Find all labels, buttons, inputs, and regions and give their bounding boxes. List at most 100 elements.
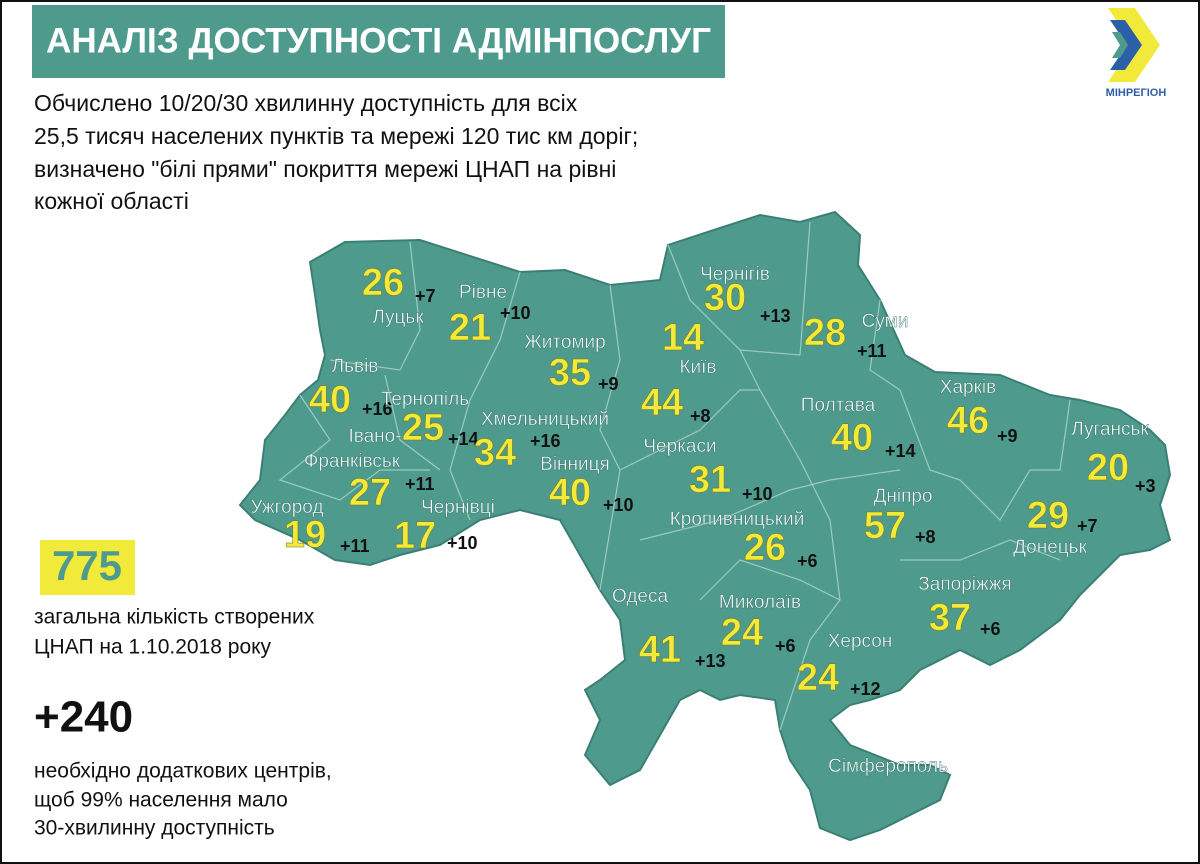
stat-line: ЦНАП на 1.10.2018 року: [34, 636, 272, 659]
region-name: Тернопіль: [381, 389, 469, 410]
region-count: 41: [639, 629, 681, 671]
region-count: 28: [804, 312, 846, 354]
region-count: 31: [689, 459, 731, 501]
region-count: 46: [947, 400, 989, 442]
region-count: 26: [744, 527, 786, 569]
stat-line: щоб 99% населення мало: [34, 789, 288, 812]
border: [449, 271, 521, 521]
region-name: Івано-: [348, 426, 401, 447]
region-extra: +10: [742, 484, 773, 504]
region-name: Франківськ: [304, 451, 401, 472]
region-extra: +6: [775, 636, 796, 656]
region-extra: +6: [980, 619, 1001, 639]
region-name: Ужгород: [250, 497, 323, 518]
border: [699, 559, 841, 601]
stat-line: 30-хвилинну доступність: [34, 817, 275, 840]
region-extra: +9: [997, 426, 1018, 446]
region-name: Львів: [332, 356, 379, 377]
region-count: 19: [284, 514, 326, 556]
region-count: 40: [549, 472, 591, 514]
region-extra: +7: [415, 286, 436, 306]
region-count: 20: [1087, 447, 1129, 489]
region-name: Київ: [679, 357, 716, 378]
region-count: 30: [704, 277, 746, 319]
region-count: 57: [864, 505, 906, 547]
region-extra: +10: [603, 495, 634, 515]
region-count: 44: [641, 382, 683, 424]
region-name: Донецьк: [1013, 537, 1087, 558]
region-extra: +11: [340, 536, 370, 556]
region-extra: +13: [695, 651, 726, 671]
region-name: Херсон: [828, 631, 893, 652]
border: [278, 394, 430, 501]
region-count: 34: [474, 432, 516, 474]
region-count: 37: [929, 597, 971, 639]
region-extra: +10: [447, 533, 478, 553]
region-name: Луганськ: [1071, 419, 1149, 440]
border: [619, 389, 760, 471]
region-name: Рівне: [459, 282, 507, 303]
region-extra: +8: [690, 406, 711, 426]
region-extra: +11: [857, 341, 887, 361]
region-extra: +9: [598, 374, 619, 394]
region-extra: +14: [448, 429, 479, 449]
border: [599, 284, 621, 591]
stat-box: [40, 540, 135, 595]
region-extra: +12: [850, 679, 881, 699]
city-name: Сімферополь: [828, 756, 948, 777]
logo: МІНРЕГІОН: [1106, 8, 1167, 99]
region-count: 40: [309, 379, 351, 421]
intro-line: визначено "білі прями" покриття мережі Ц…: [34, 156, 616, 182]
border: [900, 539, 1061, 561]
region-name: Суми: [862, 311, 909, 332]
region-count: 40: [831, 417, 873, 459]
region-count: 27: [349, 472, 391, 514]
border: [639, 469, 901, 541]
region-name: Кропивницький: [670, 509, 805, 530]
ukraine-map: [238, 210, 1172, 842]
region-name: Вінниця: [540, 454, 610, 475]
border: [869, 299, 1071, 521]
region-extra: +3: [1135, 476, 1156, 496]
logo-label: МІНРЕГІОН: [1106, 87, 1167, 99]
region-extra: +6: [797, 551, 818, 571]
city-count: 14: [662, 317, 704, 359]
region-name: Хмельницький: [481, 409, 609, 430]
stat-line: необхідно додаткових центрів,: [34, 760, 332, 783]
region-extra: +10: [500, 303, 531, 323]
region-name: Харків: [940, 377, 996, 398]
region-name: Чернівці: [421, 497, 495, 518]
region-count: 25: [402, 407, 444, 449]
intro-line: 25,5 тисяч населених пунктів та мережі 1…: [34, 123, 638, 149]
region-borders: [278, 221, 1071, 731]
region-name: Луцьк: [372, 307, 424, 328]
region-count: 24: [797, 657, 839, 699]
region-extra: +8: [915, 527, 936, 547]
region-extra: +13: [760, 306, 791, 326]
region-count: 29: [1027, 495, 1069, 537]
region-extra: +14: [885, 441, 916, 461]
region-name: Одеса: [612, 586, 669, 607]
region-extra: +11: [405, 474, 435, 494]
region-name: Чернігів: [700, 264, 770, 285]
region-count: 24: [721, 612, 763, 654]
region-name: Миколаїв: [719, 592, 801, 613]
region-extra: +16: [530, 431, 561, 451]
region-count: 35: [549, 352, 591, 394]
region-extra: +7: [1077, 516, 1098, 536]
border: [384, 374, 441, 471]
region-name: Полтава: [801, 395, 876, 416]
stat-line: загальна кількість створених: [34, 606, 315, 629]
intro-line: Обчислено 10/20/30 хвилинну доступність …: [34, 90, 578, 116]
region-name: Запоріжжя: [918, 574, 1011, 595]
region-count: 17: [394, 515, 436, 557]
stat-value: +240: [34, 693, 133, 742]
region-extra: +16: [362, 399, 393, 419]
logo-shape: [1112, 32, 1128, 58]
region-name: Черкаси: [643, 436, 716, 457]
header-title: АНАЛІЗ ДОСТУПНОСТІ АДМІНПОСЛУГ: [46, 21, 711, 60]
stat-value: 775: [52, 542, 122, 589]
